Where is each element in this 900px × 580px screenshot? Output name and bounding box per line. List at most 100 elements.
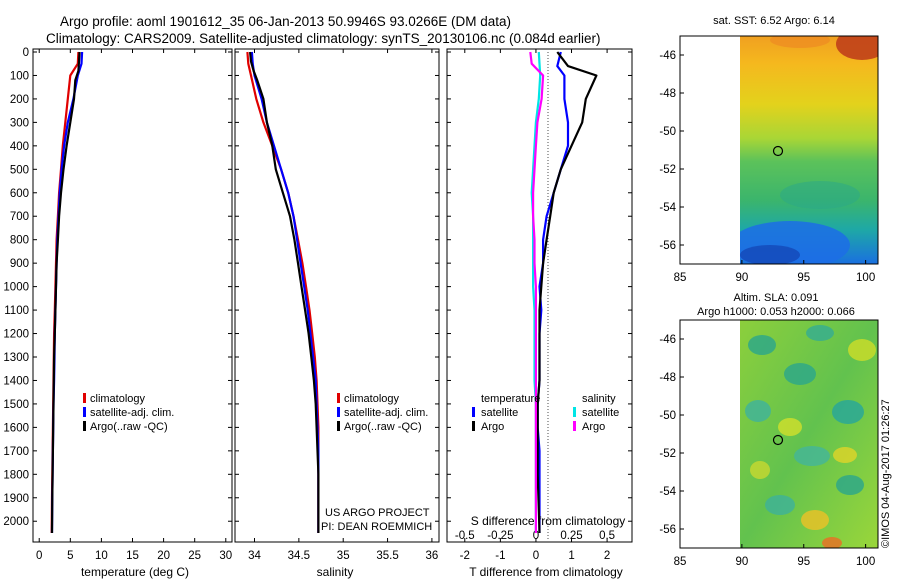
depth-axis: 0 100 200 300 400 500 600 700 800 900 1000 1100 1200… <box>3 47 632 528</box>
legend-label-t-satellite: satellite <box>481 407 518 419</box>
salinity-series <box>246 51 320 533</box>
temperature-x-axis: 0 5 10 15 20 25 30 <box>36 49 232 562</box>
temperature-argo-line <box>536 51 598 534</box>
sla-map-title-line2: Argo h1000: 0.053 h2000: 0.066 <box>697 306 855 318</box>
sla-low-patch <box>806 325 834 341</box>
map-y-tick-label: -48 <box>659 372 676 384</box>
map-y-tick-label: -50 <box>659 126 676 138</box>
legend-label-satellite: satellite-adj. clim. <box>344 407 428 419</box>
legend-swatch-climatology <box>83 393 86 403</box>
legend-swatch-argo <box>337 421 340 431</box>
legend-label-climatology: climatology <box>90 393 146 405</box>
difference-axes <box>446 48 633 543</box>
legend-label-s-satellite: satellite <box>582 407 619 419</box>
depth-tick-label: 200 <box>10 94 29 106</box>
difference-legend: temperature salinity satellite Argo sate… <box>472 393 619 433</box>
salinity-argo-line <box>529 51 545 533</box>
legend-swatch-s-satellite <box>573 407 576 417</box>
legend-label-satellite: satellite-adj. clim. <box>90 407 174 419</box>
depth-tick-label: 1200 <box>3 329 29 341</box>
depth-tick-label: 1400 <box>3 375 29 387</box>
s-diff-tick-label: 0 <box>533 530 539 542</box>
sst-map-frame <box>679 35 879 265</box>
temperature-legend: climatology satellite-adj. clim. Argo(..… <box>83 393 174 433</box>
legend-swatch-argo <box>83 421 86 431</box>
sla-high-patch <box>801 510 829 530</box>
pi-annotation: PI: DEAN ROEMMICH <box>321 521 432 533</box>
depth-tick-label: 1000 <box>3 282 29 294</box>
x-tick-label: 15 <box>126 550 139 562</box>
depth-tick-label: 1100 <box>4 305 29 317</box>
sla-map-title-line1: Altim. SLA: 0.091 <box>734 292 819 304</box>
map-x-tick-label: 100 <box>856 272 875 284</box>
sst-warm-patch <box>836 36 878 60</box>
x-tick-label: 5 <box>67 550 73 562</box>
depth-tick-label: 300 <box>10 117 29 129</box>
map-x-tick-label: 85 <box>674 556 687 568</box>
sst-profile-marker <box>772 145 784 157</box>
s-difference-x-axis: -0.5 -0.25 0 0.25 0.5 <box>455 530 615 542</box>
sla-map <box>740 320 878 548</box>
map-y-tick-label: -56 <box>659 240 676 252</box>
t-difference-x-axis: -2 -1 0 1 2 <box>460 49 610 562</box>
legend-swatch-climatology <box>337 393 340 403</box>
depth-tick-label: 100 <box>10 70 29 82</box>
sla-high-patch <box>750 461 770 479</box>
sst-map-title: sat. SST: 6.52 Argo: 6.14 <box>713 15 835 27</box>
depth-tick-label: 1700 <box>3 446 29 458</box>
legend-title-temperature: temperature <box>481 393 540 405</box>
map-x-tick-label: 100 <box>856 556 875 568</box>
depth-tick-label: 2000 <box>3 516 29 528</box>
sla-low-patch <box>832 400 864 424</box>
sla-profile-marker <box>772 434 784 446</box>
s-diff-tick-label: 0.5 <box>599 530 615 542</box>
sla-low-patch <box>748 335 776 355</box>
depth-tick-label: 0 <box>23 47 29 59</box>
legend-label-climatology: climatology <box>344 393 400 405</box>
imos-watermark: ©IMOS 04-Aug-2017 01:26:27 <box>880 399 892 548</box>
sst-map <box>740 36 878 264</box>
x-tick-label: 34 <box>248 550 261 562</box>
temperature-series <box>50 51 84 534</box>
legend-label-s-argo: Argo <box>582 421 605 433</box>
map-y-tick-label: -56 <box>659 524 676 536</box>
sla-low-patch <box>794 446 830 466</box>
legend-swatch-satellite <box>337 407 340 417</box>
map-y-tick-label: -46 <box>659 50 676 62</box>
x-tick-label: 35 <box>337 550 350 562</box>
sst-mid-patch <box>780 181 860 209</box>
depth-tick-label: 1900 <box>3 493 29 505</box>
depth-tick-label: 500 <box>10 164 29 176</box>
s-difference-xlabel: S difference from climatology <box>471 514 626 528</box>
legend-title-salinity: salinity <box>582 393 616 405</box>
salinity-xlabel: salinity <box>317 565 354 579</box>
x-tick-label: 20 <box>157 550 170 562</box>
x-tick-label: 10 <box>95 550 108 562</box>
depth-tick-label: 400 <box>10 141 29 153</box>
sla-map-frame <box>679 319 879 549</box>
legend-swatch-s-argo <box>573 421 576 431</box>
argo-raw-qc-line <box>50 51 81 534</box>
x-tick-label: 30 <box>219 550 232 562</box>
sla-high-patch <box>833 447 857 463</box>
legend-swatch-t-satellite <box>472 407 475 417</box>
map-x-tick-label: 95 <box>797 272 810 284</box>
sla-low-patch <box>836 475 864 495</box>
depth-tick-label: 900 <box>10 258 29 270</box>
x-tick-label: 36 <box>426 550 439 562</box>
salinity-axes <box>234 48 440 543</box>
temperature-satellite-line <box>536 51 570 533</box>
figure-title-line1: Argo profile: aoml 1901612_35 06-Jan-201… <box>60 14 511 29</box>
temperature-axes <box>32 48 233 543</box>
temperature-xlabel: temperature (deg C) <box>81 565 189 579</box>
x-tick-label: 35.5 <box>376 550 398 562</box>
map-y-tick-label: -54 <box>659 486 676 498</box>
legend-swatch-satellite <box>83 407 86 417</box>
depth-tick-label: 1800 <box>3 469 29 481</box>
legend-swatch-t-argo <box>472 421 475 431</box>
argo-raw-qc-line <box>249 51 320 533</box>
sst-map-axes: 85 90 95 100 -46 -48 -50 -52 -54 -56 <box>659 50 875 284</box>
sla-high-patch <box>778 418 802 436</box>
difference-series <box>529 51 598 534</box>
map-y-tick-label: -52 <box>659 164 676 176</box>
